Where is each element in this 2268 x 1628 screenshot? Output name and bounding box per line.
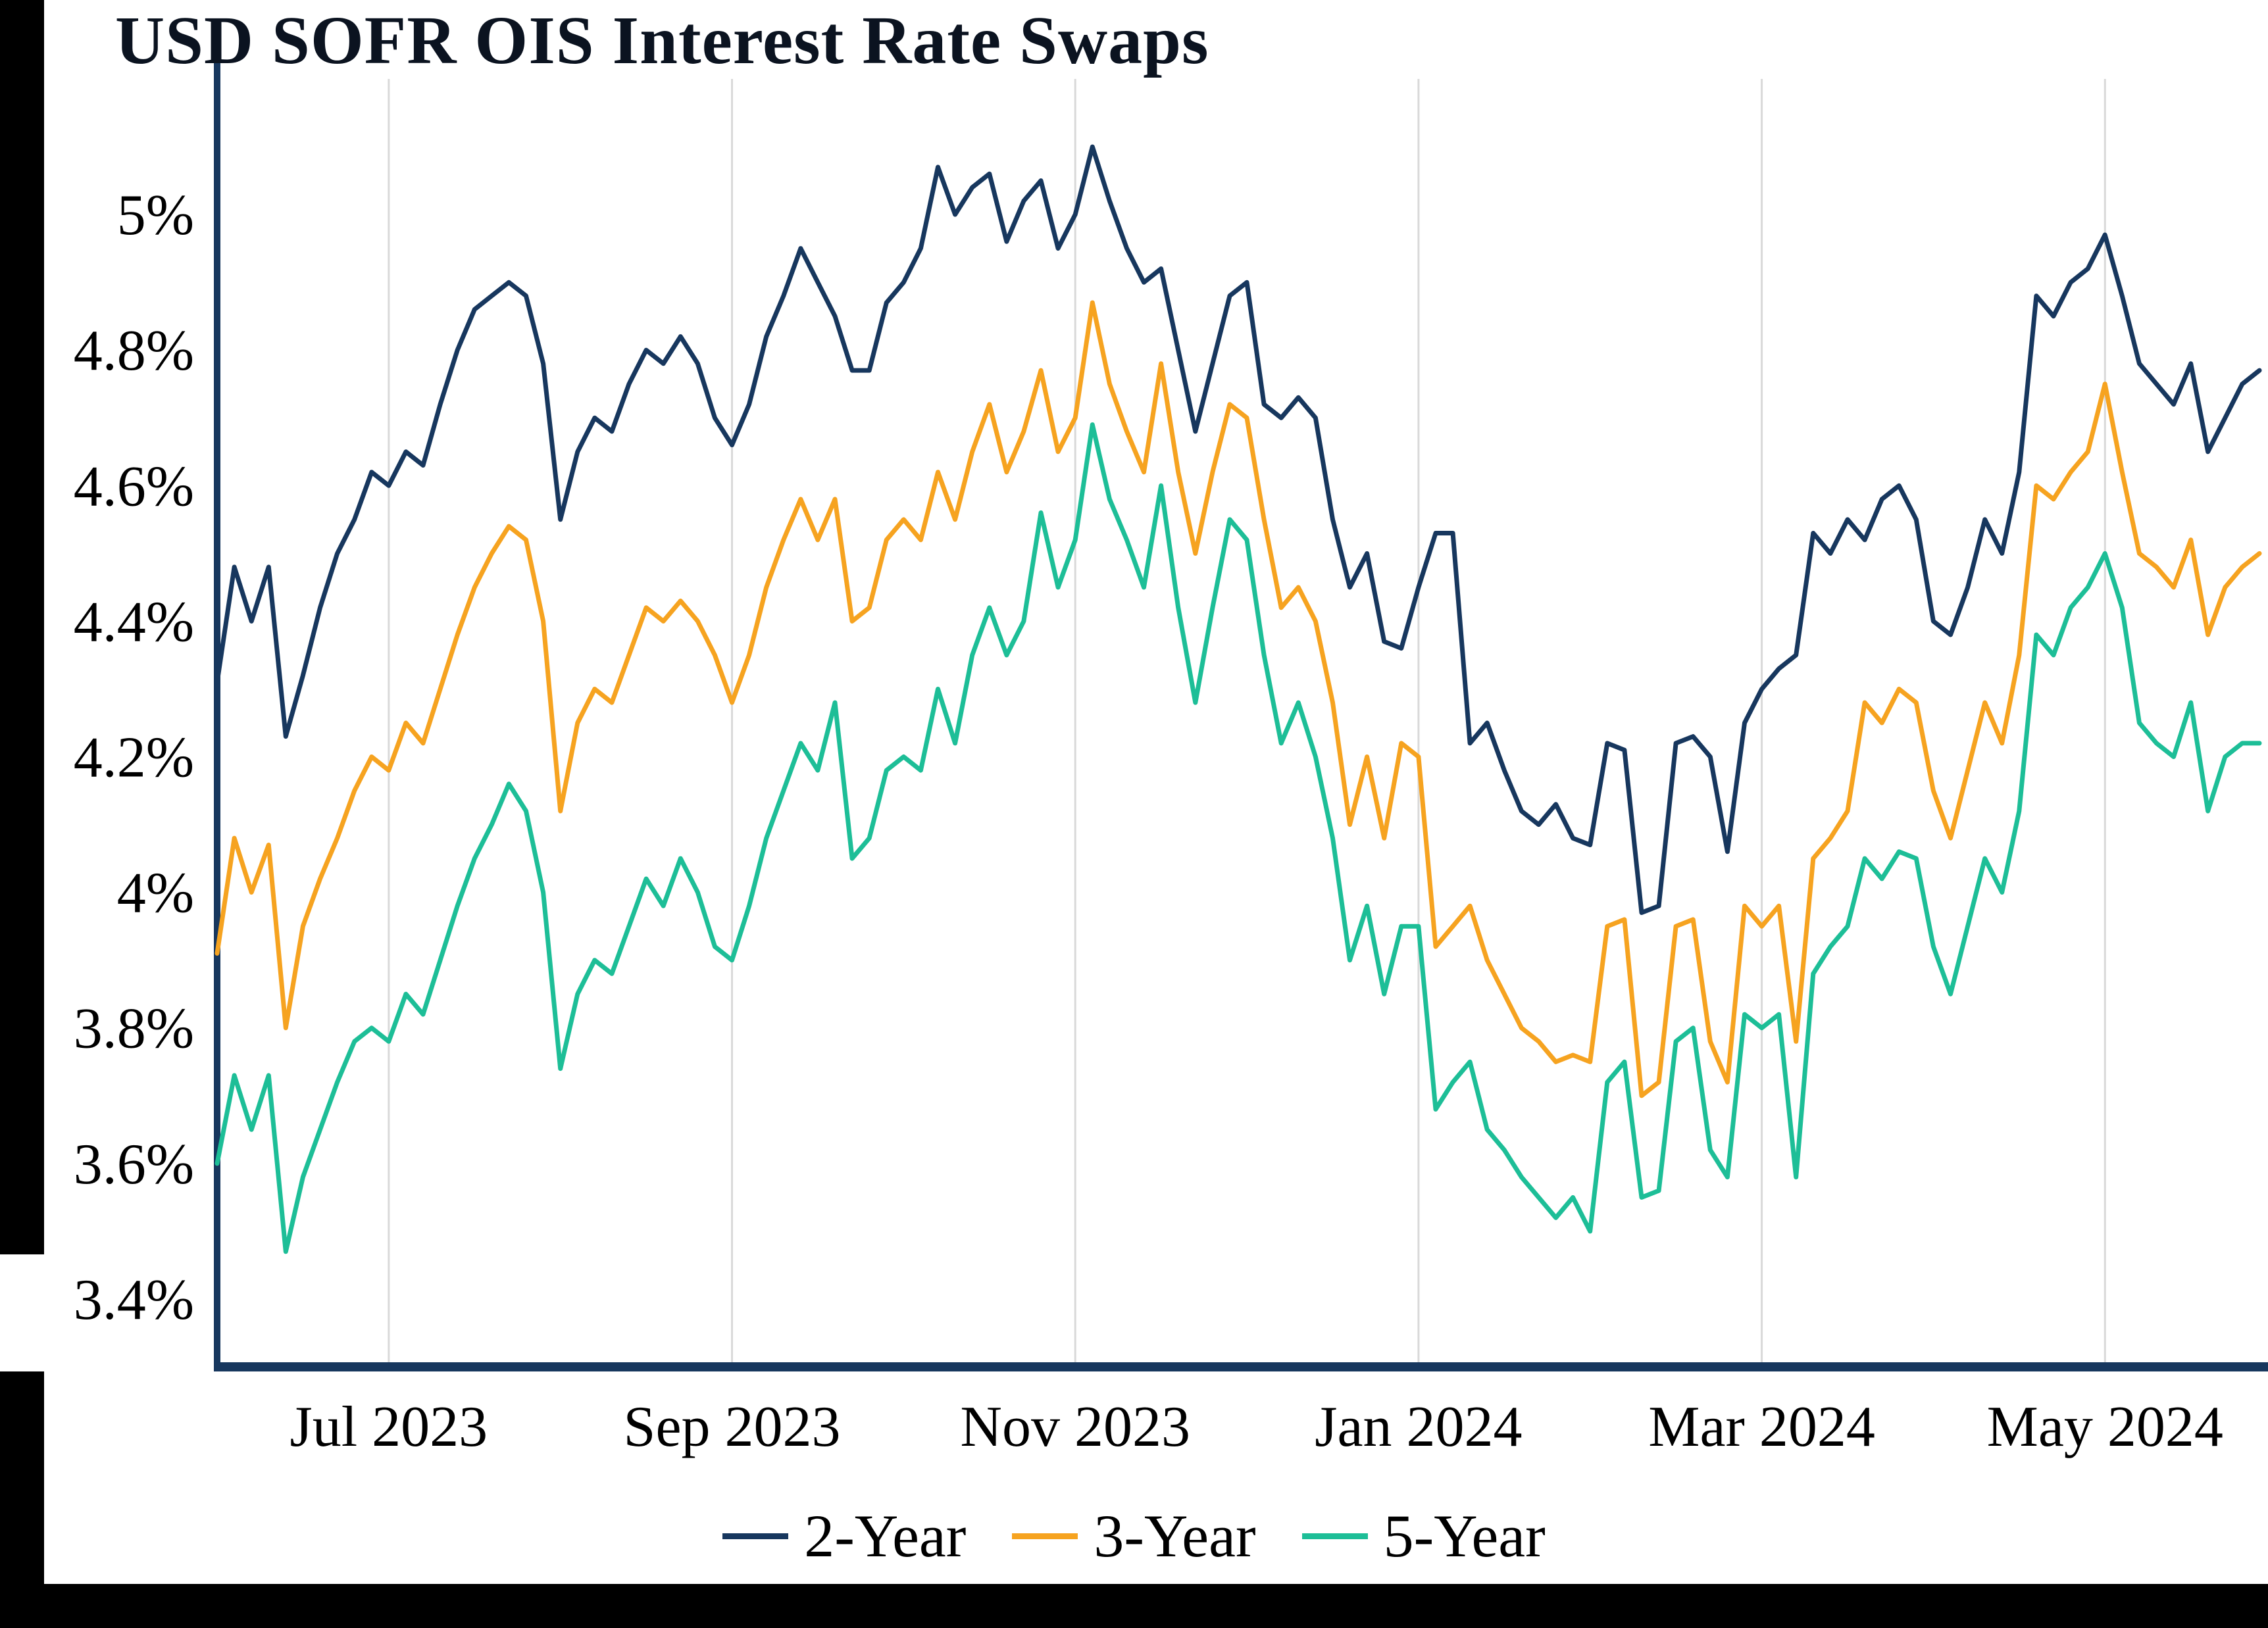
- series-line-5-year: [214, 422, 2262, 1254]
- legend-swatch-2-year-icon: [722, 1533, 789, 1539]
- x-tick-label: May 2024: [1987, 1395, 2223, 1459]
- chart-title: USD SOFR OIS Interest Rate Swaps: [115, 3, 1209, 78]
- series-line-3-year: [214, 300, 2262, 1098]
- legend-label-2-year: 2-Year: [804, 1502, 967, 1569]
- legend-label-3-year: 3-Year: [1094, 1502, 1256, 1569]
- y-tick-label: 3.8%: [74, 997, 194, 1061]
- legend-item-2-year: 2-Year: [722, 1501, 966, 1571]
- x-tick-label: Nov 2023: [960, 1395, 1190, 1459]
- y-tick-label: 3.6%: [74, 1133, 194, 1196]
- y-tick-label: 4.6%: [74, 455, 194, 518]
- legend-swatch-5-year-icon: [1301, 1533, 1368, 1539]
- series-line-2-year: [214, 144, 2262, 915]
- x-tick-label: Mar 2024: [1648, 1395, 1875, 1459]
- y-tick-label: 4.4%: [74, 590, 194, 654]
- legend: 2-Year 3-Year 5-Year: [0, 1501, 2268, 1571]
- legend-item-3-year: 3-Year: [1012, 1501, 1256, 1571]
- x-tick-label: Jul 2023: [290, 1395, 488, 1459]
- x-tick-label: Jan 2024: [1315, 1395, 1522, 1459]
- screen-edge-bar-left-top: [0, 0, 44, 1254]
- x-tick-label: Sep 2023: [624, 1395, 841, 1459]
- y-tick-label: 4.2%: [74, 726, 194, 790]
- legend-swatch-3-year-icon: [1012, 1533, 1078, 1539]
- y-tick-label: 3.4%: [74, 1268, 194, 1332]
- y-tick-label: 4.8%: [74, 319, 194, 383]
- screen-edge-bar-bottom: [0, 1584, 2268, 1628]
- y-tick-label: 4%: [117, 862, 194, 925]
- y-tick-label: 5%: [117, 184, 194, 247]
- legend-label-5-year: 5-Year: [1383, 1502, 1546, 1569]
- legend-item-5-year: 5-Year: [1301, 1501, 1546, 1571]
